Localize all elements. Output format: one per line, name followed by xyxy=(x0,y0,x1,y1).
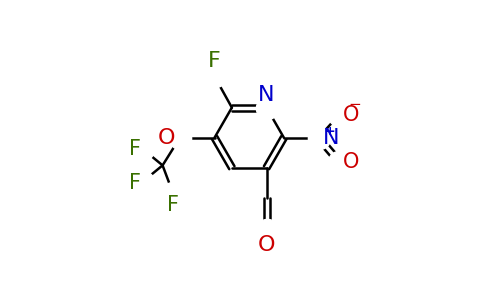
Text: F: F xyxy=(208,51,221,70)
Text: F: F xyxy=(129,139,141,159)
Text: O: O xyxy=(343,152,359,172)
Text: N: N xyxy=(323,128,339,148)
Text: +: + xyxy=(325,125,335,138)
Text: F: F xyxy=(129,173,141,193)
Text: N: N xyxy=(258,85,275,105)
Text: O: O xyxy=(158,128,175,148)
Text: −: − xyxy=(348,97,361,112)
Text: O: O xyxy=(258,235,275,255)
Text: O: O xyxy=(343,104,359,124)
Text: F: F xyxy=(167,195,179,215)
